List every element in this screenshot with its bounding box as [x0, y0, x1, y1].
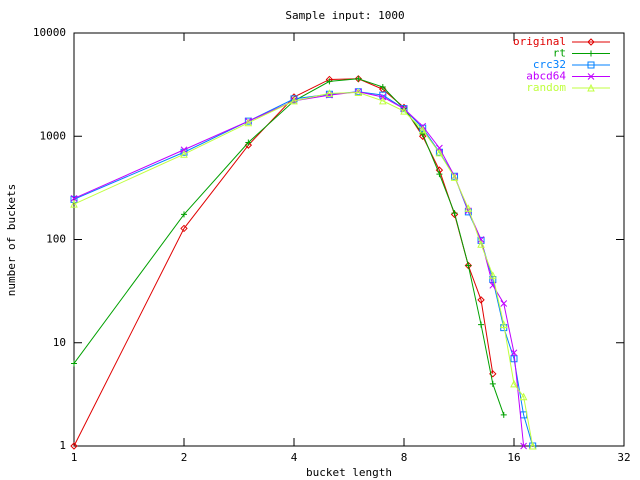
chart-title: Sample input: 1000: [285, 9, 404, 22]
marker: [418, 125, 427, 134]
y-tick-label: 100: [46, 233, 66, 246]
y-tick-label: 1: [59, 439, 66, 452]
marker: [180, 150, 188, 158]
marker: [500, 411, 507, 418]
marker: [244, 118, 253, 127]
marker: [418, 132, 427, 140]
x-axis-label: bucket length: [306, 466, 392, 479]
marker: [477, 240, 485, 248]
marker: [499, 320, 508, 329]
marker: [325, 89, 334, 97]
marker: [489, 380, 496, 387]
x-tick-label: 16: [507, 451, 520, 464]
marker: [290, 95, 298, 103]
legend-label: random: [526, 81, 566, 94]
marker: [477, 236, 485, 244]
marker: [464, 261, 473, 270]
x-tick-label: 2: [181, 451, 188, 464]
legend-label: abcd64: [526, 70, 566, 83]
marker: [354, 75, 363, 83]
marker: [290, 96, 298, 105]
series-line: [73, 92, 534, 447]
marker: [419, 131, 426, 138]
plot-frame: [73, 32, 625, 447]
marker: [510, 355, 518, 363]
marker: [180, 224, 188, 233]
marker: [519, 392, 528, 401]
legend-label: original: [513, 35, 566, 48]
marker: [400, 107, 408, 115]
series-line: [73, 78, 494, 447]
legend-label: crc32: [533, 58, 566, 71]
legend-label: rt: [553, 47, 566, 60]
x-tick-label: 4: [291, 451, 298, 464]
marker: [379, 83, 386, 90]
series-line: [73, 78, 505, 416]
legend-marker: [587, 61, 595, 69]
marker: [477, 296, 485, 304]
legend-marker: [587, 73, 595, 80]
marker: [378, 96, 387, 105]
marker: [464, 208, 472, 216]
legend-marker: [588, 50, 594, 57]
marker: [465, 262, 472, 269]
marker: [488, 271, 497, 279]
marker: [326, 78, 333, 85]
y-tick-label: 10: [53, 336, 66, 349]
y-axis-label: number of buckets: [5, 184, 18, 297]
marker: [181, 211, 187, 218]
marker: [70, 195, 78, 202]
marker: [528, 441, 537, 450]
marker: [451, 210, 458, 217]
legend-marker: [587, 38, 595, 46]
marker: [435, 148, 444, 157]
marker: [450, 173, 459, 181]
marker: [355, 75, 362, 82]
marker: [354, 88, 363, 97]
marker: [510, 379, 518, 388]
marker: [478, 321, 485, 328]
x-tick-label: 8: [401, 451, 408, 464]
marker: [510, 349, 518, 357]
legend-marker: [587, 83, 595, 92]
x-tick-label: 1: [71, 451, 78, 464]
marker: [464, 204, 473, 212]
marker: [500, 300, 508, 307]
y-tick-label: 1000: [40, 129, 67, 142]
series-line: [73, 91, 525, 447]
marker: [180, 146, 188, 154]
x-tick-label: 32: [617, 451, 630, 464]
marker: [245, 139, 252, 146]
marker: [436, 171, 443, 178]
marker: [70, 442, 78, 450]
series-line: [73, 91, 534, 447]
marker: [71, 360, 77, 367]
marker: [520, 442, 527, 450]
marker: [70, 200, 78, 208]
y-tick-label: 10000: [33, 26, 66, 39]
